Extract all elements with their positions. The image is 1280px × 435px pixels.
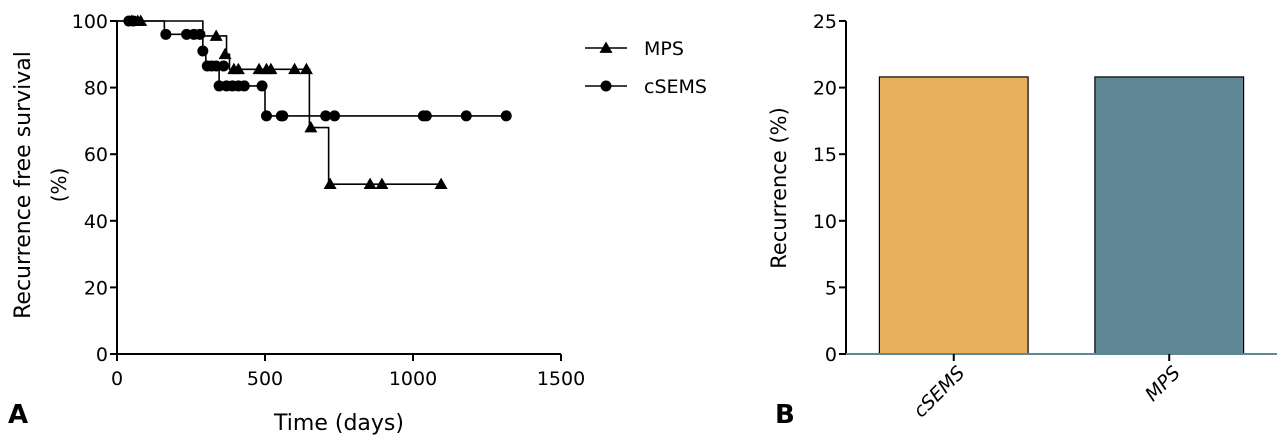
km-x-tick-label: 1000: [389, 368, 437, 390]
km-legend: MPS cSEMS: [585, 38, 707, 98]
bar-y-axis: 0 5 10 15 20 25: [813, 11, 847, 366]
bar-y-tick-label: 0: [825, 344, 837, 366]
legend-marker-csems: [600, 80, 612, 92]
bar-y-tick-label: 5: [825, 277, 837, 299]
km-marker-mps: [434, 177, 448, 190]
km-marker-csems: [320, 110, 332, 122]
bar-y-tick-label: 15: [813, 144, 837, 166]
bar-x-axis: cSEMS MPS: [846, 353, 1277, 422]
bar-csems: [878, 76, 1029, 355]
km-marker-mps: [304, 121, 318, 133]
km-marker-mps: [218, 47, 232, 60]
bar-y-tick-label: 25: [813, 11, 837, 33]
km-series: [117, 14, 512, 190]
km-x-axis: 0 500 1000 1500: [111, 353, 585, 390]
km-marker-mps: [299, 62, 313, 75]
km-x-tick-label: 500: [247, 368, 283, 390]
km-y-axis: 0 20 40 60 80 100: [72, 11, 118, 366]
km-marker-csems: [500, 110, 512, 122]
bar-x-tick-label-csems: cSEMS: [909, 362, 969, 422]
bar-mps: [1094, 76, 1245, 355]
km-marker-csems: [460, 110, 472, 122]
km-marker-mps: [264, 62, 278, 75]
bar-chart: 0 5 10 15 20 25 cSEMS MPS Recurrence (%) B: [767, 11, 1277, 430]
km-y-tick-label: 40: [84, 211, 108, 233]
km-line-mps: [117, 20, 442, 185]
km-marker-mps: [323, 177, 337, 190]
km-y-tick-label: 0: [96, 344, 108, 366]
km-marker-csems: [329, 110, 341, 122]
legend-marker-mps: [599, 41, 613, 53]
km-y-tick-label: 80: [84, 78, 108, 100]
km-line-csems: [117, 20, 505, 117]
km-marker-mps: [375, 177, 389, 190]
legend-label-mps: MPS: [644, 38, 684, 60]
km-marker-csems: [127, 15, 139, 27]
bar-series: [878, 76, 1245, 355]
bar-y-tick-label: 20: [813, 78, 837, 100]
km-x-tick-label: 1500: [537, 368, 585, 390]
km-marker-csems: [218, 60, 230, 72]
km-y-axis-label-line2: (%): [47, 168, 71, 203]
km-marker-mps: [288, 62, 302, 75]
km-marker-csems: [194, 28, 206, 40]
km-marker-csems: [160, 28, 172, 40]
km-marker-csems: [420, 110, 432, 122]
km-y-tick-label: 100: [72, 11, 108, 33]
km-marker-csems: [277, 110, 289, 122]
legend-label-csems: cSEMS: [644, 76, 707, 98]
panel-label-b: B: [775, 400, 795, 430]
km-y-tick-label: 60: [84, 144, 108, 166]
km-marker-csems: [238, 80, 250, 92]
km-marker-mps: [209, 29, 223, 41]
km-y-axis-label-line1: Recurrence free survival: [11, 51, 36, 319]
km-y-tick-label: 20: [84, 277, 108, 299]
km-marker-csems: [260, 110, 272, 122]
km-marker-mps: [363, 177, 377, 190]
bar-y-axis-label: Recurrence (%): [767, 107, 791, 269]
km-marker-csems: [256, 80, 268, 92]
bar-x-tick-label-mps: MPS: [1141, 362, 1185, 406]
km-x-axis-label: Time (days): [273, 411, 404, 435]
km-marker-mps: [231, 62, 245, 75]
km-x-tick-label: 0: [111, 368, 123, 390]
bar-y-tick-label: 10: [813, 211, 837, 233]
panel-label-a: A: [8, 400, 28, 430]
km-chart: 0 20 40 60 80 100 0 500 1000 1500 Time (days) Re…: [8, 11, 707, 435]
km-marker-csems: [197, 45, 209, 57]
